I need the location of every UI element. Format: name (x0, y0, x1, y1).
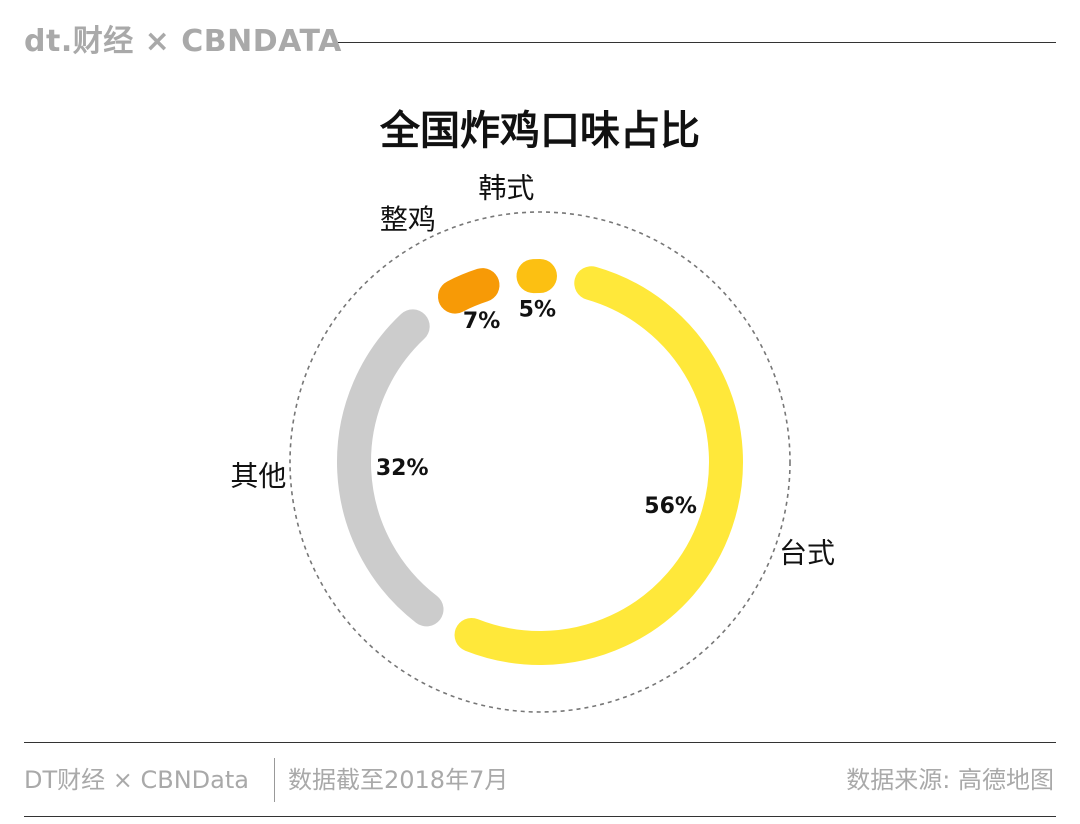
footer-date-note: 数据截至2018年7月 (288, 766, 509, 794)
chart-title: 全国炸鸡口味占比 (380, 108, 700, 154)
value-label-2: 7% (463, 309, 500, 334)
value-label-1: 32% (376, 456, 429, 481)
category-label-1: 其他 (230, 459, 286, 492)
footer-bottom-divider (24, 816, 1056, 817)
donut-slice-1 (337, 309, 444, 627)
header-brand: dt.财经 × CBNDATA (24, 24, 342, 59)
footer-top-divider (24, 742, 1056, 743)
footer-brand: DT财经 × CBNData (24, 766, 249, 794)
footer-source: 数据来源: 高德地图 (846, 766, 1054, 794)
value-label-0: 56% (644, 494, 697, 519)
category-label-2: 整鸡 (380, 203, 436, 236)
category-label-0: 台式 (779, 536, 835, 569)
value-label-3: 5% (519, 298, 556, 323)
donut-slice-0 (454, 266, 743, 665)
donut-slice-2 (437, 268, 500, 314)
outer-dashed-ring (289, 211, 791, 713)
category-label-3: 韩式 (478, 172, 534, 205)
footer-vertical-divider (274, 758, 275, 802)
header-divider (338, 42, 1056, 43)
